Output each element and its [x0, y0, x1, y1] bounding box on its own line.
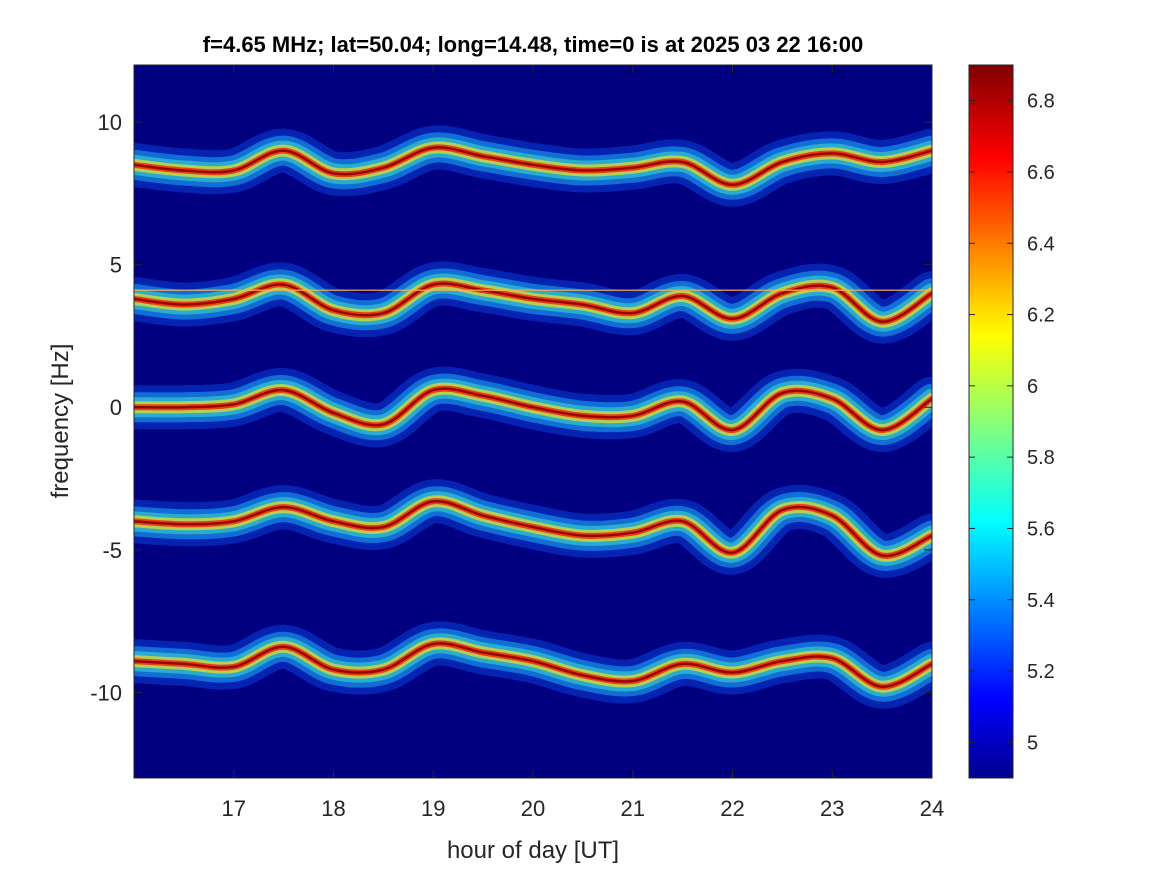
band-2 [134, 261, 932, 344]
y-tick-label: -10 [90, 680, 122, 705]
colorbar-tick-label: 6.2 [1027, 305, 1055, 327]
spectral-bands [134, 125, 932, 709]
y-tick-label: -5 [102, 538, 122, 563]
x-tick-label: 23 [820, 796, 844, 821]
x-tick-label: 19 [421, 796, 445, 821]
x-axis-label: hour of day [UT] [447, 837, 619, 864]
band-5 [134, 621, 932, 709]
x-tick-label: 20 [521, 796, 545, 821]
x-axis: 17 18 19 20 21 22 23 24 [222, 65, 944, 821]
chart-title: f=4.65 MHz; lat=50.04; long=14.48, time=… [203, 32, 863, 57]
band-1 [134, 125, 932, 207]
colorbar-tick-label: 5.8 [1027, 447, 1055, 469]
x-tick-label: 21 [621, 796, 645, 821]
x-tick-label: 17 [222, 796, 246, 821]
band-4 [134, 479, 932, 578]
y-axis: -10 -5 0 5 10 [90, 110, 932, 705]
band-4-layer-6 [134, 500, 932, 558]
x-tick-label: 18 [321, 796, 345, 821]
colorbar-tick-label: 5 [1027, 732, 1038, 754]
colorbar-tick-label: 5.4 [1027, 590, 1055, 612]
colorbar-tick-label: 5.6 [1027, 518, 1055, 540]
band-1-layer-6 [134, 146, 932, 187]
band-3-layer-6 [134, 387, 932, 432]
colorbar-tick-label: 6.8 [1027, 91, 1055, 113]
colorbar-ticks: 5 5.2 5.4 5.6 5.8 6 6.2 6.4 6.6 6.8 [969, 91, 1055, 754]
colorbar-tick-label: 6.6 [1027, 162, 1055, 184]
colorbar-tick-label: 6.4 [1027, 233, 1055, 255]
band-2-layer-6 [134, 282, 932, 323]
band-5-layer-6 [134, 642, 932, 688]
band-3 [134, 366, 932, 453]
colorbar-frame [968, 64, 1014, 779]
x-tick-label: 24 [920, 796, 944, 821]
colorbar-gradient [969, 65, 1013, 778]
x-tick-label: 22 [720, 796, 744, 821]
y-tick-label: 0 [110, 395, 122, 420]
colorbar-tick-label: 5.2 [1027, 661, 1055, 683]
colorbar-tick-label: 6 [1027, 376, 1038, 398]
y-tick-label: 10 [98, 110, 122, 135]
y-axis-label: frequency [Hz] [47, 344, 74, 499]
y-tick-label: 5 [110, 253, 122, 278]
colorbar: 5 5.2 5.4 5.6 5.8 6 6.2 6.4 6.6 6.8 [968, 64, 1055, 779]
plot-area [133, 64, 933, 779]
